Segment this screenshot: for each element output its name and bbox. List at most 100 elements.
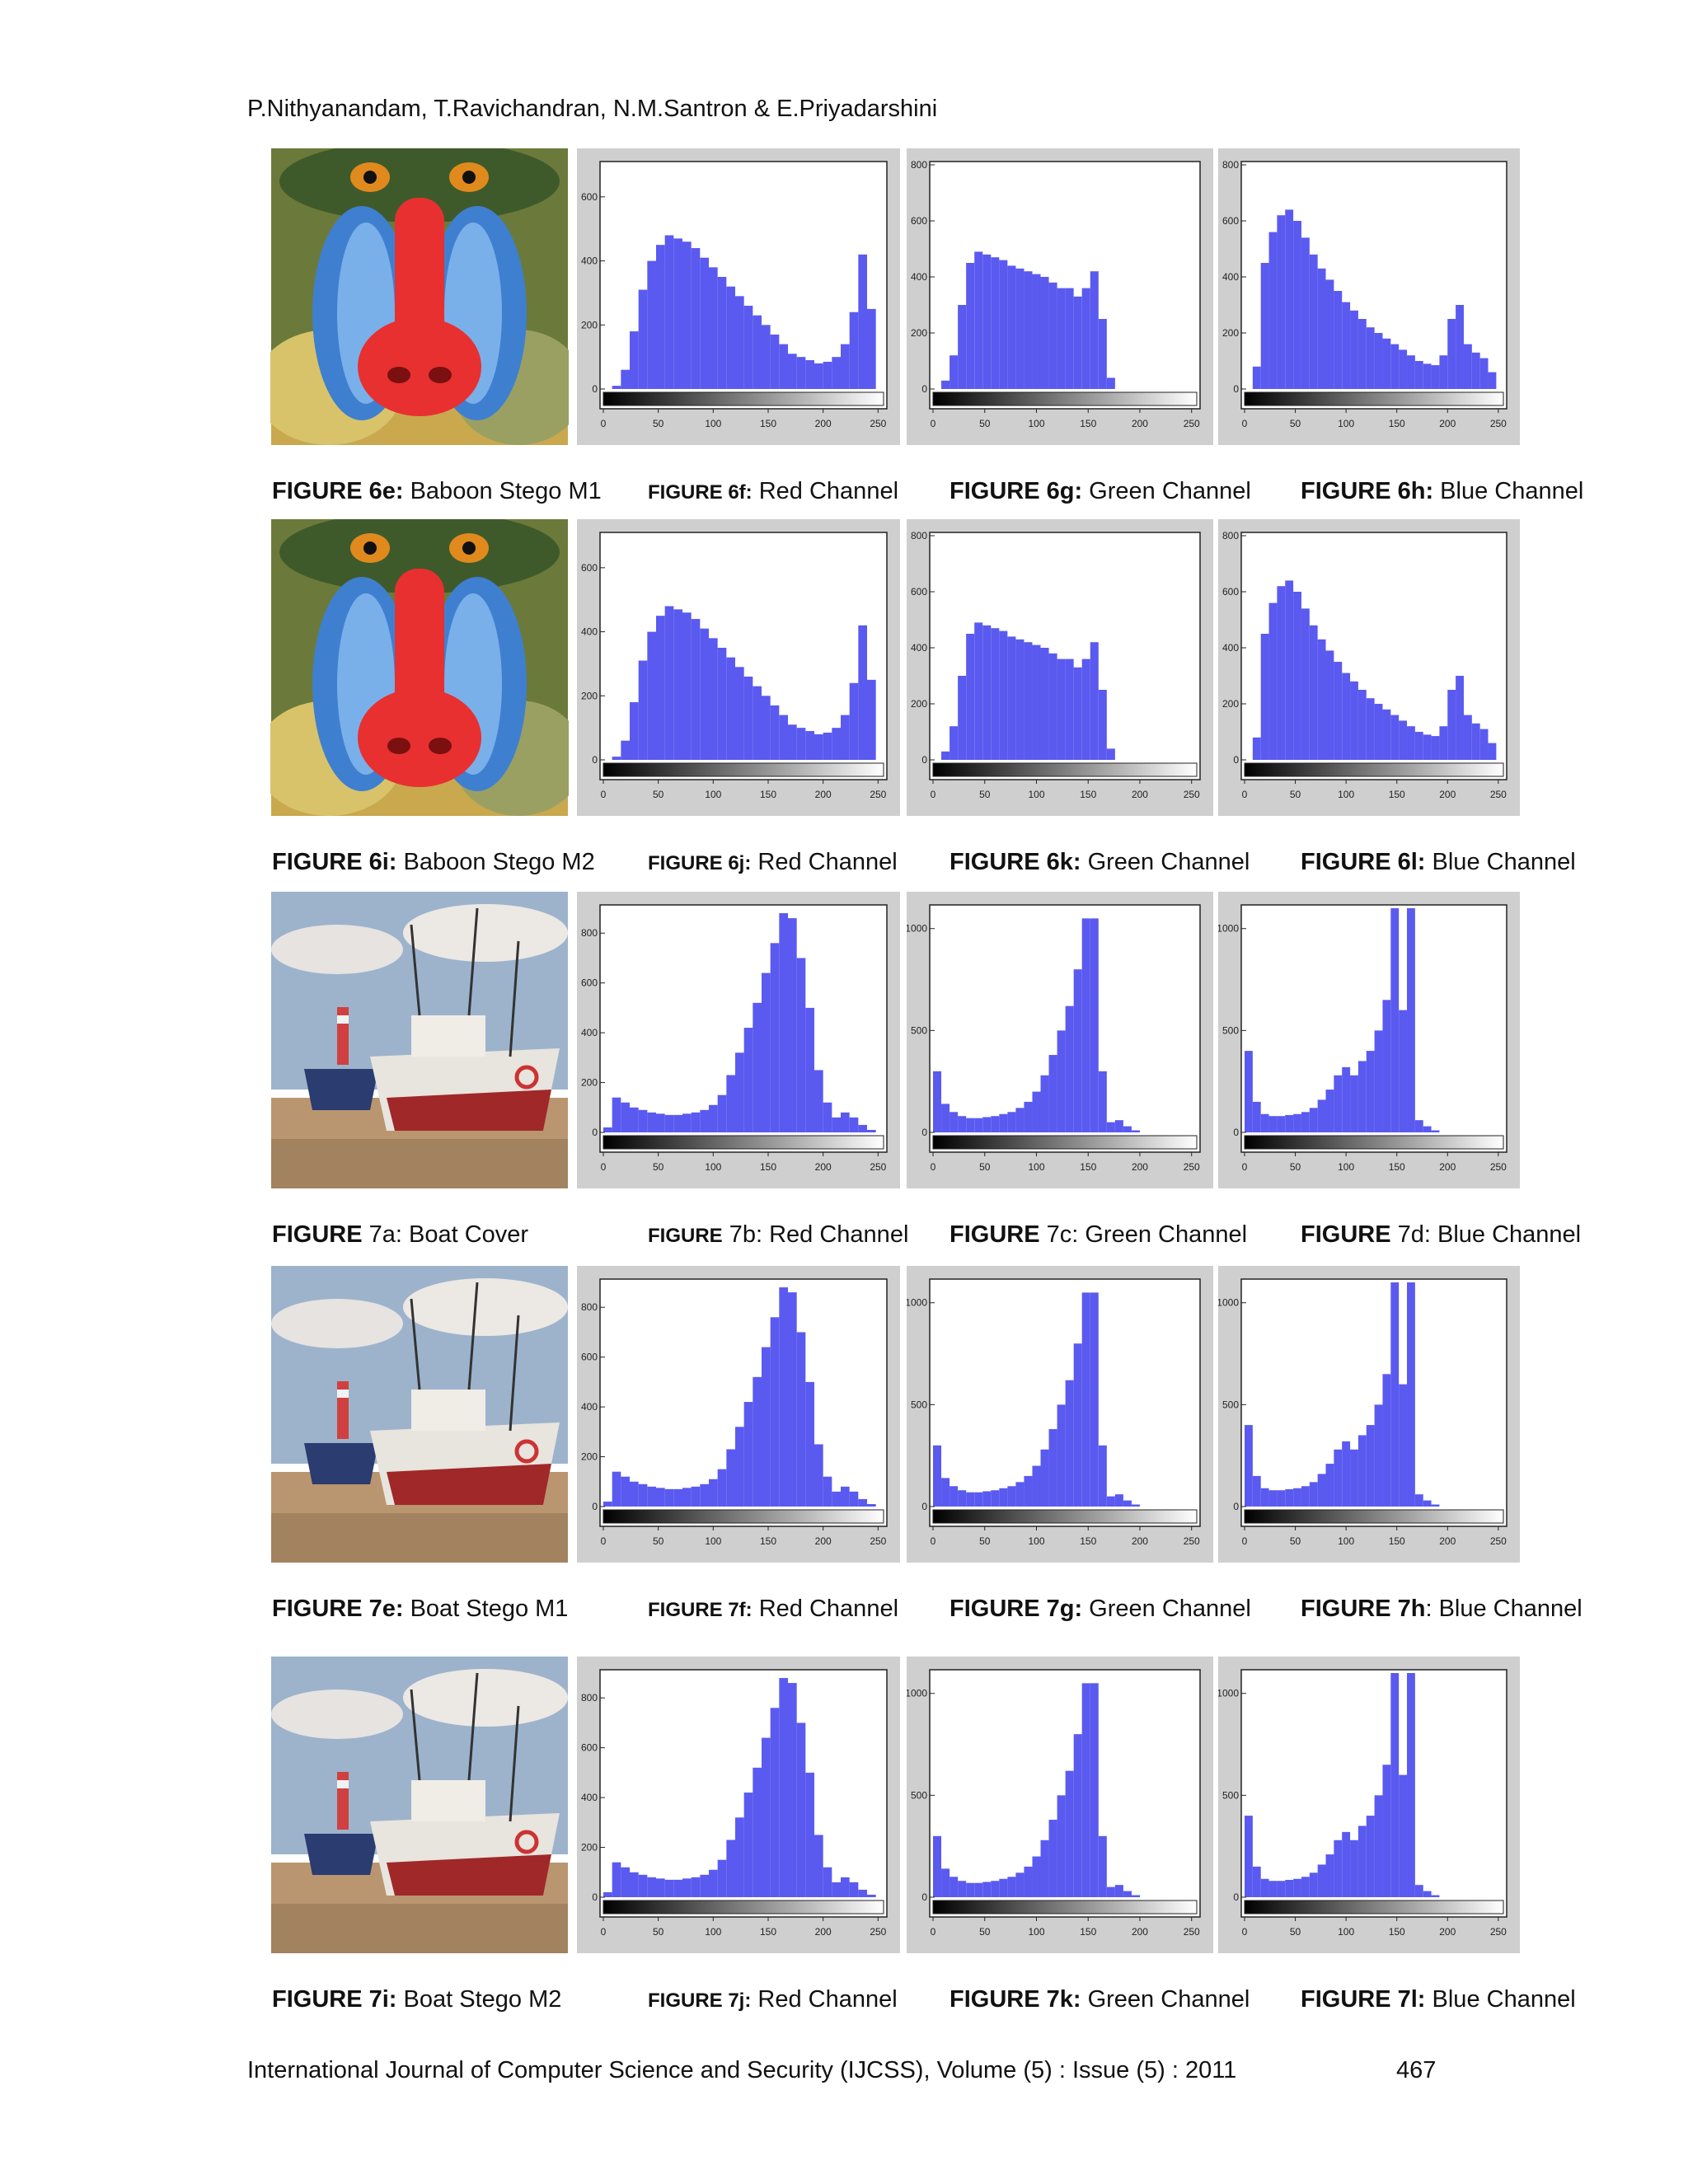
histogram-bar xyxy=(1106,1496,1115,1507)
histogram-bar xyxy=(1382,1000,1391,1132)
histogram-bar xyxy=(1325,1464,1334,1507)
histogram-bar xyxy=(1357,1435,1367,1507)
y-tick-label: 200 xyxy=(581,1077,598,1089)
x-tick-label: 200 xyxy=(1439,789,1456,800)
histogram-bar xyxy=(1301,1112,1310,1132)
histogram-bar xyxy=(814,363,823,389)
figure-label: FIGURE 6f: xyxy=(648,481,753,504)
histogram-bar xyxy=(1366,1051,1375,1132)
histogram-bar xyxy=(958,676,967,760)
histogram-bar xyxy=(709,638,718,760)
histogram-bar xyxy=(1399,720,1408,760)
caption-text: Green Channel xyxy=(1082,1596,1251,1622)
histogram-bar xyxy=(991,257,1000,389)
x-tick-label: 100 xyxy=(1338,1535,1354,1547)
x-tick-label: 0 xyxy=(1242,418,1248,429)
histogram-bar xyxy=(1277,215,1286,389)
x-tick-label: 150 xyxy=(1389,1535,1405,1547)
x-tick-label: 100 xyxy=(705,1535,721,1547)
histogram-bar xyxy=(1106,748,1115,760)
histogram-bar xyxy=(664,1879,674,1897)
y-tick-label: 800 xyxy=(581,1692,598,1704)
y-tick-label: 0 xyxy=(1233,1891,1239,1903)
histogram-bar xyxy=(849,1882,859,1897)
histogram-bar xyxy=(1081,658,1090,760)
histogram-bar xyxy=(1357,319,1367,389)
histogram-bar xyxy=(1374,1030,1383,1132)
histogram-bar xyxy=(1309,1482,1318,1507)
histogram-bar xyxy=(743,1028,753,1132)
colorbar xyxy=(932,1135,1198,1150)
histogram-bar xyxy=(1407,908,1415,1132)
histogram-bar xyxy=(1447,319,1456,389)
histogram-bar xyxy=(1317,639,1326,760)
histogram-bar xyxy=(1048,1429,1057,1507)
histogram-bar xyxy=(1245,1425,1253,1507)
histogram-bar xyxy=(1277,586,1286,760)
histogram-bar xyxy=(1301,1486,1310,1507)
figure-label: FIGURE 6i: xyxy=(272,849,397,875)
y-tick-label: 400 xyxy=(911,642,927,654)
histogram-bar xyxy=(1131,1895,1140,1897)
histogram-bar xyxy=(647,260,656,389)
histogram-bar xyxy=(1382,338,1391,389)
histogram-bar xyxy=(753,686,762,760)
x-tick-label: 100 xyxy=(1338,418,1354,429)
y-tick-label: 800 xyxy=(1222,159,1239,171)
x-tick-label: 250 xyxy=(1490,1926,1507,1938)
histogram-bar xyxy=(1325,1090,1334,1132)
histogram-bar xyxy=(1357,690,1367,760)
histogram-bar xyxy=(858,1124,867,1132)
histogram-bar xyxy=(621,1476,630,1507)
histogram-bar xyxy=(823,1102,832,1132)
x-tick-label: 150 xyxy=(1080,1535,1096,1547)
histogram-bar xyxy=(779,344,788,389)
caption-text: 7b: Red Channel xyxy=(722,1221,909,1248)
histogram-bar xyxy=(814,1070,823,1132)
histogram-bar xyxy=(1106,1122,1115,1132)
x-tick-label: 0 xyxy=(601,1535,607,1547)
red-channel-histogram: 0 200 400 600 800 0 50 100 150 200 250 xyxy=(577,1266,900,1563)
figure-caption: FIGURE 6k: Green Channel xyxy=(950,849,1250,876)
histogram-bar xyxy=(1073,1734,1082,1897)
figure-caption: FIGURE 7c: Green Channel xyxy=(950,1221,1247,1249)
histogram-bar xyxy=(612,386,621,389)
histogram-bar xyxy=(1260,1113,1269,1132)
histogram-bar xyxy=(1268,602,1278,760)
histogram-bar xyxy=(867,679,876,760)
histogram-bar xyxy=(1423,1126,1432,1132)
histogram-bar xyxy=(770,1317,780,1507)
histogram-bar xyxy=(1390,1282,1400,1507)
histogram-bar xyxy=(982,254,992,389)
x-tick-label: 50 xyxy=(979,1926,991,1938)
histogram-bar xyxy=(1488,743,1497,760)
figure-label: FIGURE 6k: xyxy=(950,849,1081,875)
y-tick-label: 600 xyxy=(581,1352,598,1363)
y-tick-label: 500 xyxy=(911,1399,927,1410)
histogram-bar xyxy=(1065,1005,1074,1132)
histogram-bar xyxy=(1357,1825,1367,1897)
histogram-bar xyxy=(1268,1490,1278,1507)
histogram-bar xyxy=(867,1503,876,1507)
histogram-bar xyxy=(1488,372,1497,389)
caption-text: 7d: Blue Channel xyxy=(1390,1221,1582,1248)
histogram-bar xyxy=(1131,1504,1140,1507)
y-tick-label: 0 xyxy=(921,1501,927,1512)
figure-caption: FIGURE 7a: Boat Cover xyxy=(272,1221,528,1249)
y-tick-label: 400 xyxy=(581,1027,598,1038)
histogram-bar xyxy=(612,1097,621,1132)
histogram-bar xyxy=(1123,1126,1132,1132)
histogram-bar xyxy=(858,254,867,389)
blue-channel-histogram: 0 200 400 600 800 0 50 100 150 200 250 xyxy=(1218,519,1520,816)
histogram-bar xyxy=(1252,366,1261,389)
y-tick-label: 0 xyxy=(592,1501,598,1512)
histogram-bar xyxy=(726,1449,735,1507)
histogram-bar xyxy=(1407,726,1415,760)
x-tick-label: 250 xyxy=(1184,1161,1200,1173)
x-tick-label: 150 xyxy=(1080,1161,1096,1173)
x-tick-label: 50 xyxy=(1290,789,1301,800)
colorbar xyxy=(1244,1509,1504,1524)
histogram-bar xyxy=(1007,265,1016,389)
histogram-bar xyxy=(762,1737,771,1897)
histogram-bar xyxy=(974,251,983,389)
